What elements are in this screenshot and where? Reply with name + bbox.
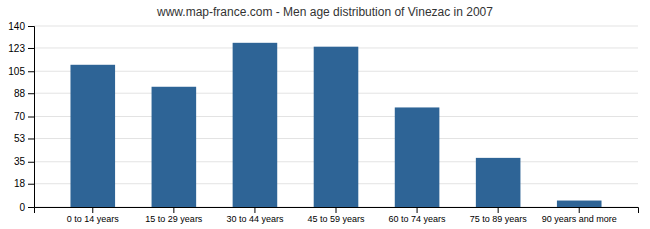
- plot: 0 18 35 53 70 88 105 123 140 0 to 14 years 15 to 2…: [8, 21, 638, 225]
- grid: [34, 26, 638, 207]
- y-tick-mark: [28, 162, 34, 163]
- y-tick-mark: [28, 71, 34, 72]
- y-tick-mark: [28, 184, 34, 185]
- x-tick: 75 to 89 years: [470, 207, 528, 224]
- x-tick: 15 to 29 years: [145, 207, 203, 224]
- x-tick-mark: [579, 207, 580, 213]
- x-tick-label: 90 years and more: [542, 214, 617, 224]
- y-tick-label: 0: [19, 202, 25, 213]
- bar: [233, 43, 278, 207]
- x-tick-label: 45 to 59 years: [307, 214, 365, 224]
- chart: www.map-france.com - Men age distributio…: [0, 0, 650, 229]
- x-tick-mark: [417, 207, 418, 213]
- y-tick-label: 123: [8, 43, 25, 54]
- y-tick-label: 140: [8, 21, 25, 32]
- y-tick-mark: [28, 93, 34, 94]
- y-tick-mark: [28, 117, 34, 118]
- x-tick: 45 to 59 years: [307, 207, 365, 224]
- y-tick: 88: [14, 88, 34, 99]
- bar: [152, 87, 197, 207]
- y-tick: 35: [14, 156, 34, 167]
- y-tick-mark: [28, 48, 34, 49]
- x-tick-label: 60 to 74 years: [389, 214, 447, 224]
- grid-line: [34, 26, 638, 27]
- x-tick-mark: [254, 207, 255, 213]
- x-tick: 90 years and more: [542, 207, 617, 224]
- y-tick: 53: [14, 133, 34, 144]
- y-tick-mark: [28, 207, 34, 208]
- x-axis: 0 to 14 years 15 to 29 years 30 to 44 year…: [35, 207, 639, 224]
- bars: [70, 43, 601, 207]
- x-tick-mark: [498, 207, 499, 213]
- bar: [314, 47, 359, 207]
- y-tick-label: 105: [8, 66, 25, 77]
- x-tick-label: 0 to 14 years: [67, 214, 120, 224]
- x-tick: 30 to 44 years: [226, 207, 284, 224]
- x-tick-mark: [336, 207, 337, 213]
- y-tick: 70: [14, 111, 34, 122]
- y-tick-label: 53: [14, 133, 26, 144]
- x-tick: 60 to 74 years: [389, 207, 447, 224]
- bar: [395, 107, 440, 207]
- y-tick: 0: [19, 202, 34, 213]
- bar: [557, 201, 602, 207]
- y-axis-line: [28, 27, 35, 208]
- bar: [70, 65, 115, 207]
- x-tick: 0 to 14 years: [67, 207, 120, 224]
- x-axis-line: [35, 208, 639, 214]
- y-tick: 18: [14, 178, 34, 189]
- y-tick-label: 18: [14, 178, 26, 189]
- y-tick-mark: [28, 26, 34, 27]
- y-tick-label: 70: [14, 111, 26, 122]
- y-tick: 105: [8, 66, 34, 77]
- bar: [476, 158, 521, 207]
- y-tick: 140: [8, 21, 34, 32]
- y-tick-label: 35: [14, 156, 26, 167]
- x-tick-mark: [173, 207, 174, 213]
- y-tick-label: 88: [14, 88, 26, 99]
- x-tick-label: 30 to 44 years: [226, 214, 284, 224]
- x-tick-mark: [92, 207, 93, 213]
- x-tick-label: 75 to 89 years: [470, 214, 528, 224]
- title: www.map-france.com - Men age distributio…: [156, 5, 493, 19]
- x-tick-label: 15 to 29 years: [145, 214, 203, 224]
- y-axis: 0 18 35 53 70 88 105 123 140: [8, 21, 34, 213]
- y-tick-mark: [28, 138, 34, 139]
- y-tick: 123: [8, 43, 34, 54]
